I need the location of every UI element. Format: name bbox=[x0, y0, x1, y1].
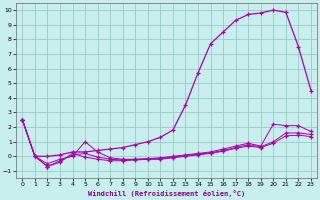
X-axis label: Windchill (Refroidissement éolien,°C): Windchill (Refroidissement éolien,°C) bbox=[88, 190, 245, 197]
